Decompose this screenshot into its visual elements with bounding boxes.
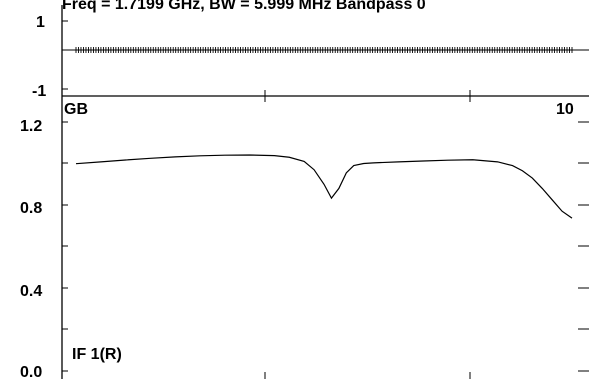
top-ytick-label-1: 1 bbox=[36, 14, 45, 31]
ytick-label-1.2: 1.2 bbox=[20, 118, 42, 135]
top-panel: 1 -1 bbox=[32, 5, 589, 100]
header-text: Freq = 1.7199 GHz, BW = 5.999 MHz Bandpa… bbox=[62, 0, 426, 13]
corner-label-if1r: IF 1(R) bbox=[72, 346, 122, 363]
bottom-panel: 1.2 0.8 0.4 0.0 GB 10 IF 1(R) bbox=[20, 96, 589, 379]
ytick-label-0.4: 0.4 bbox=[20, 283, 42, 300]
ytick-label-0.0: 0.0 bbox=[20, 364, 42, 379]
corner-label-10: 10 bbox=[556, 101, 574, 118]
ytick-label-0.8: 0.8 bbox=[20, 200, 42, 217]
top-ytick-label-minus1: -1 bbox=[32, 83, 46, 100]
corner-label-gb: GB bbox=[64, 101, 88, 118]
series-line bbox=[75, 154, 573, 219]
top-series-markers bbox=[75, 47, 573, 53]
